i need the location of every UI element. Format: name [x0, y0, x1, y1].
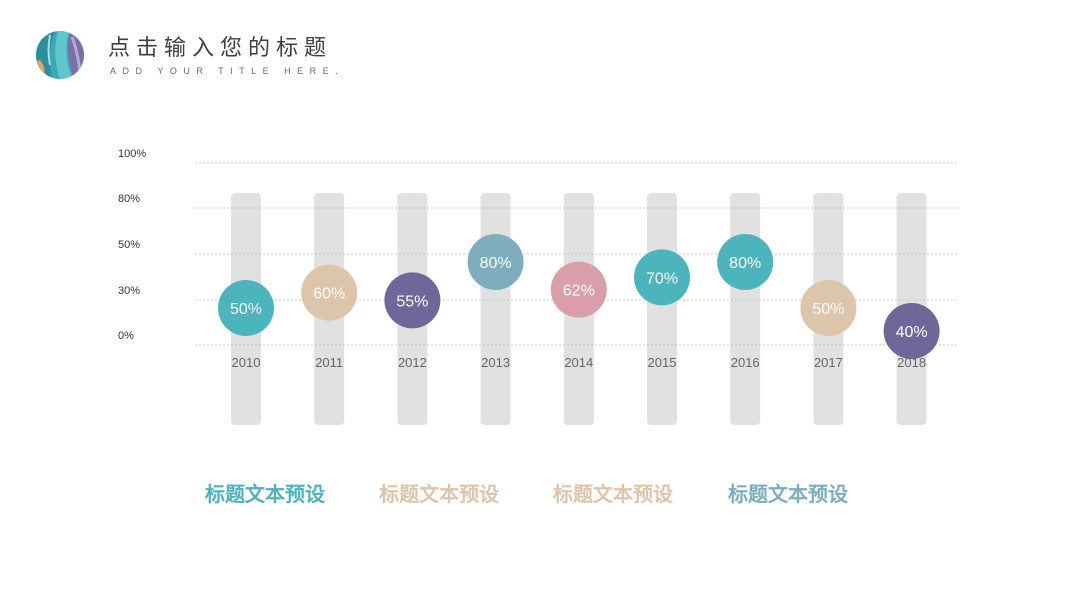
y-tick-label: 50% — [118, 239, 140, 251]
data-point — [634, 249, 690, 306]
data-point — [467, 234, 524, 290]
x-tick-label: 2015 — [648, 355, 677, 370]
data-point — [384, 272, 441, 329]
x-tick-label: 2013 — [481, 355, 510, 370]
x-tick-label: 2017 — [814, 355, 843, 370]
bar-track — [647, 193, 677, 425]
data-label: 80% — [729, 255, 761, 272]
x-tick-label: 2012 — [398, 355, 427, 370]
data-label: 80% — [480, 255, 512, 272]
x-tick-label: 2014 — [564, 355, 593, 370]
caption-text: 标题文本预设 — [379, 482, 499, 506]
page-subtitle: ADD YOUR TITLE HERE. — [110, 66, 345, 76]
data-label: 50% — [230, 301, 262, 318]
data-label: 50% — [812, 301, 844, 318]
x-tick-label: 2016 — [731, 355, 760, 370]
data-label: 60% — [313, 286, 345, 303]
caption-text: 标题文本预设 — [553, 482, 673, 506]
y-tick-label: 100% — [118, 148, 146, 160]
data-label: 55% — [396, 293, 428, 310]
page-title: 点击输入您的标题 — [108, 36, 333, 61]
data-point — [550, 261, 607, 318]
bar-track — [730, 193, 761, 425]
x-tick-label: 2018 — [897, 355, 926, 370]
y-tick-label: 80% — [118, 193, 140, 205]
data-point — [218, 280, 274, 336]
data-label: 62% — [563, 283, 595, 300]
x-tick-label: 2010 — [232, 355, 261, 370]
data-point — [883, 303, 940, 359]
data-label: 70% — [646, 270, 678, 287]
paint-logo-icon — [36, 31, 84, 79]
y-tick-label: 0% — [118, 330, 134, 342]
data-point — [301, 264, 358, 321]
data-label: 40% — [896, 324, 928, 341]
data-point — [717, 234, 774, 290]
x-tick-label: 2011 — [315, 355, 343, 370]
caption-text: 标题文本预设 — [728, 482, 848, 506]
caption-text: 标题文本预设 — [205, 482, 325, 506]
y-tick-label: 30% — [118, 285, 140, 297]
bar-track — [480, 193, 511, 425]
data-point — [800, 280, 857, 336]
